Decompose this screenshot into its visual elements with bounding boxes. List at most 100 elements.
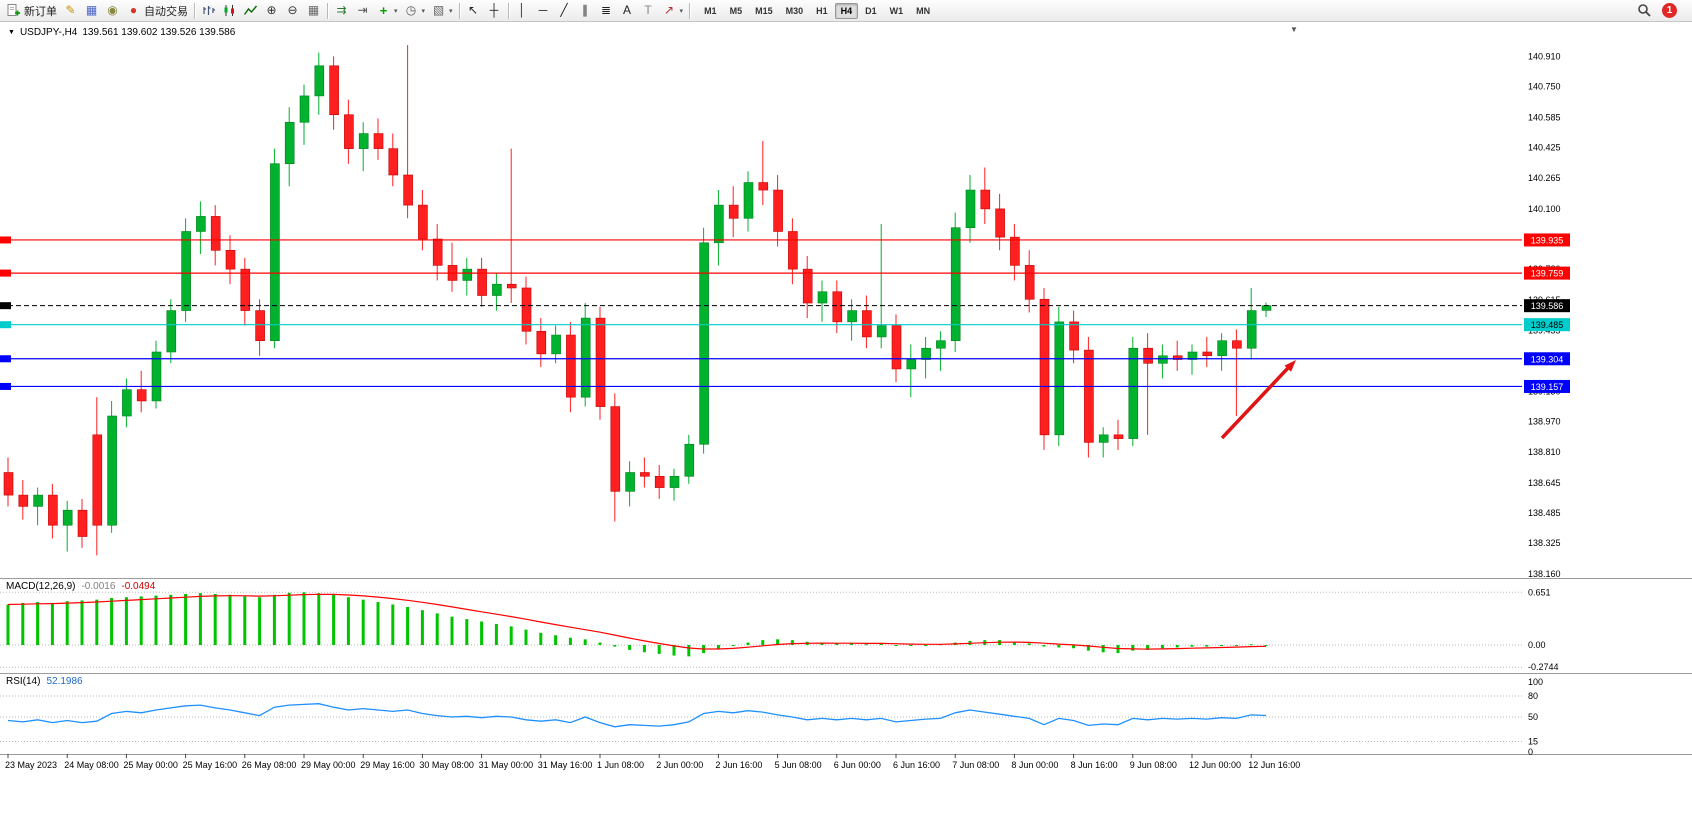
toolbar-separator bbox=[689, 2, 691, 19]
candle-body bbox=[714, 204, 724, 244]
hline-139.759[interactable]: 139.759 bbox=[0, 266, 1570, 280]
tile-windows-button[interactable]: ▦ bbox=[303, 2, 324, 20]
rsi-panel[interactable]: 100 80 50 150 bbox=[0, 677, 1543, 757]
hline-139.586[interactable]: 139.586 bbox=[0, 299, 1570, 313]
autotrading-button[interactable]: ● 自动交易 bbox=[123, 2, 191, 20]
candle-body bbox=[1084, 349, 1094, 443]
macd-bar bbox=[539, 632, 543, 645]
candlestick-chart-button[interactable] bbox=[219, 2, 240, 20]
timeframe-w1-button[interactable]: W1 bbox=[889, 5, 904, 16]
candle-body bbox=[1187, 351, 1198, 360]
timeframe-m15-button[interactable]: M15 bbox=[755, 5, 773, 16]
candle-body bbox=[1128, 347, 1139, 439]
macd-bar bbox=[1027, 643, 1031, 645]
macd-scale-label: -0.2744 bbox=[1528, 662, 1559, 672]
rsi-scale-label: 50 bbox=[1528, 712, 1538, 722]
autotrading-button-label: 自动交易 bbox=[144, 5, 188, 18]
price-tag bbox=[1524, 233, 1570, 247]
hline-left-marker bbox=[0, 269, 11, 277]
price-tag bbox=[1524, 379, 1570, 393]
market-watch-button[interactable]: ▦ bbox=[81, 2, 102, 20]
cursor-icon: ↖ bbox=[468, 3, 479, 17]
chart-canvas[interactable]: 140.910 140.750 140.585 140.425 140.265 140.1… bbox=[0, 22, 1692, 838]
search-icon bbox=[1638, 4, 1651, 17]
hline-left-marker bbox=[0, 355, 11, 363]
macd-bar bbox=[524, 629, 528, 645]
new-order-icon bbox=[6, 3, 21, 18]
macd-bar bbox=[258, 597, 262, 645]
candle-body bbox=[62, 509, 73, 526]
macd-bar bbox=[1131, 645, 1135, 651]
macd-bar bbox=[494, 623, 498, 645]
navigator-button[interactable]: ◉ bbox=[102, 2, 123, 20]
fibonacci-button[interactable]: ≣ bbox=[596, 2, 617, 20]
arrows-button[interactable]: ↗ ▾ bbox=[659, 2, 687, 20]
text-button[interactable]: A bbox=[617, 2, 638, 20]
time-tick-label: 2 Jun 00:00 bbox=[656, 760, 703, 770]
macd-bar bbox=[1205, 645, 1209, 647]
crosshair-button[interactable]: ┼ bbox=[484, 2, 505, 20]
timeframe-m5-button[interactable]: M5 bbox=[729, 5, 743, 16]
trendline-button[interactable]: ╱ bbox=[554, 2, 575, 20]
new-order-button[interactable]: 新订单 bbox=[3, 2, 60, 20]
time-tick-label: 9 Jun 08:00 bbox=[1130, 760, 1177, 770]
metaeditor-button[interactable]: ✎ bbox=[60, 2, 81, 20]
zoom-out-button[interactable]: ⊖ bbox=[282, 2, 303, 20]
candle-body bbox=[817, 291, 828, 304]
horizontal-line-button[interactable]: ─ bbox=[533, 2, 554, 20]
vertical-line-button[interactable]: │ bbox=[512, 2, 533, 20]
chart-window[interactable]: 140.910 140.750 140.585 140.425 140.265 140.1… bbox=[0, 22, 1692, 838]
notifications-badge[interactable]: 1 bbox=[1662, 3, 1677, 18]
text-icon: A bbox=[623, 3, 632, 17]
timeframe-m1-button[interactable]: M1 bbox=[704, 5, 717, 16]
timeframe-h1-button[interactable]: H1 bbox=[816, 5, 828, 16]
macd-name: MACD(12,26,9) bbox=[6, 581, 76, 592]
macd-bar bbox=[598, 642, 602, 645]
equidistant-channel-button[interactable]: ∥ bbox=[575, 2, 596, 20]
timeframe-d1-button[interactable]: D1 bbox=[865, 5, 877, 16]
bar-chart-button[interactable] bbox=[198, 2, 219, 20]
dropdown-caret-icon: ▾ bbox=[449, 7, 453, 15]
timeframe-m30-button[interactable]: M30 bbox=[785, 5, 804, 16]
zoom-in-button[interactable]: ⊕ bbox=[261, 2, 282, 20]
time-axis[interactable]: 23 May 2023 24 May 08:00 25 May 00:00 25 Ma… bbox=[5, 754, 1300, 770]
trend-arrow-annotation[interactable] bbox=[1220, 360, 1296, 440]
toolbar-separator bbox=[327, 2, 328, 19]
candle-body bbox=[1217, 340, 1227, 357]
macd-bar bbox=[139, 596, 143, 645]
price-tag bbox=[1524, 299, 1570, 313]
hline-139.485[interactable]: 139.485 bbox=[0, 318, 1570, 332]
candle-body bbox=[1246, 310, 1257, 349]
auto-scroll-button[interactable]: ⇉ bbox=[331, 2, 352, 20]
candle-body bbox=[743, 182, 754, 219]
time-tick-label: 23 May 2023 bbox=[5, 760, 57, 770]
price-tag bbox=[1524, 318, 1570, 332]
timeframe-mn-button[interactable]: MN bbox=[916, 5, 931, 16]
candle-body bbox=[995, 208, 1005, 238]
chart-shift-button[interactable]: ⇥ bbox=[352, 2, 373, 20]
time-tick-label: 5 Jun 08:00 bbox=[775, 760, 822, 770]
macd-scale-label: 0.651 bbox=[1528, 587, 1551, 597]
timeframe-h4-button[interactable]: H4 bbox=[834, 2, 859, 19]
hline-139.935[interactable]: 139.935 bbox=[0, 233, 1570, 247]
cursor-button[interactable]: ↖ bbox=[463, 2, 484, 20]
price-tag-label: 139.586 bbox=[1531, 301, 1564, 311]
macd-bar bbox=[124, 597, 128, 645]
candle-body bbox=[773, 189, 783, 232]
hline-139.304[interactable]: 139.304 bbox=[0, 352, 1570, 366]
chart-plot-area[interactable] bbox=[0, 22, 1522, 578]
macd-bar bbox=[213, 593, 217, 645]
indicators-button[interactable]: + ▾ bbox=[373, 2, 401, 20]
macd-panel[interactable]: 0.651 0.00 -0.2744 bbox=[0, 587, 1559, 672]
candle-body bbox=[595, 317, 606, 407]
periods-button[interactable]: ◷ ▾ bbox=[401, 2, 429, 20]
templates-button[interactable]: ▧ ▾ bbox=[428, 2, 456, 20]
candle-body bbox=[1024, 265, 1035, 300]
macd-bar bbox=[50, 602, 54, 645]
candle-body bbox=[847, 310, 857, 323]
chart-menu-icon[interactable]: ▼ bbox=[8, 29, 15, 36]
search-button[interactable] bbox=[1634, 2, 1655, 20]
zoom-out-icon: ⊖ bbox=[287, 3, 298, 17]
text-label-button[interactable]: T bbox=[638, 2, 659, 20]
line-chart-button[interactable] bbox=[240, 2, 261, 20]
